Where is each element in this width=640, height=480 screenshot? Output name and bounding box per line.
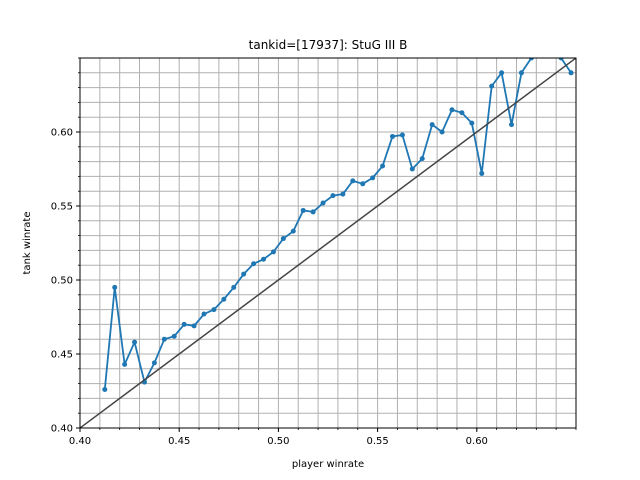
grid [79,57,577,429]
data-point [280,236,286,242]
data-point [558,58,564,61]
data-point [310,209,316,215]
data-point [399,132,405,138]
data-point [161,336,167,342]
data-point [330,193,336,199]
data-point [370,175,376,181]
data-point [429,122,435,128]
data-point [290,228,296,234]
ticks: 0.40 0.45 0.50 0.55 0.60 0.40 0.45 0.50 0.55 0.60 [51,57,577,447]
data-point [171,333,177,339]
data-point [300,207,306,213]
data-point [201,311,207,317]
data-point [261,256,267,262]
data-point [509,122,515,128]
data-point [360,181,366,187]
y-tick-label: 0.45 [51,350,73,361]
data-point [489,83,495,89]
y-tick-label: 0.50 [51,276,73,287]
data-point [350,178,356,184]
data-point [380,163,386,169]
x-tick-label: 0.45 [168,436,190,447]
data-point [439,129,445,135]
data-point [409,166,415,172]
plot-frame [79,57,577,429]
y-axis-label: tank winrate [22,212,33,275]
y-tick-label: 0.55 [51,202,73,213]
data-point [191,323,197,329]
data-point [231,284,237,290]
x-tick-label: 0.50 [267,436,289,447]
data-point [340,191,346,197]
data-point [122,361,128,367]
data-point [112,284,118,290]
data-point [528,58,534,61]
reference-diagonal-line [80,58,576,428]
data-point [459,110,465,116]
data-point [518,70,524,76]
data-point [251,261,257,267]
data-point [151,360,157,366]
data-point [389,133,395,139]
series-layer [80,58,576,428]
data-point [499,70,505,76]
data-point [320,200,326,206]
data-point [469,120,475,126]
data-point [479,170,485,176]
x-axis-label: player winrate [292,459,364,470]
data-point [568,70,574,76]
data-point [419,156,425,162]
data-point [270,249,276,255]
data-point [132,339,138,345]
chart-title: tankid=[17937]: StuG III B [249,38,408,52]
x-tick-label: 0.55 [366,436,388,447]
x-tick-label: 0.40 [69,436,91,447]
data-point [449,107,455,113]
y-tick-label: 0.40 [51,424,73,435]
data-point [102,387,108,393]
y-tick-label: 0.60 [51,128,73,139]
winrate-series-line [103,58,572,390]
data-point [211,307,217,313]
data-point [241,271,247,277]
x-tick-label: 0.60 [466,436,488,447]
data-point [221,296,227,302]
data-point [181,321,187,327]
